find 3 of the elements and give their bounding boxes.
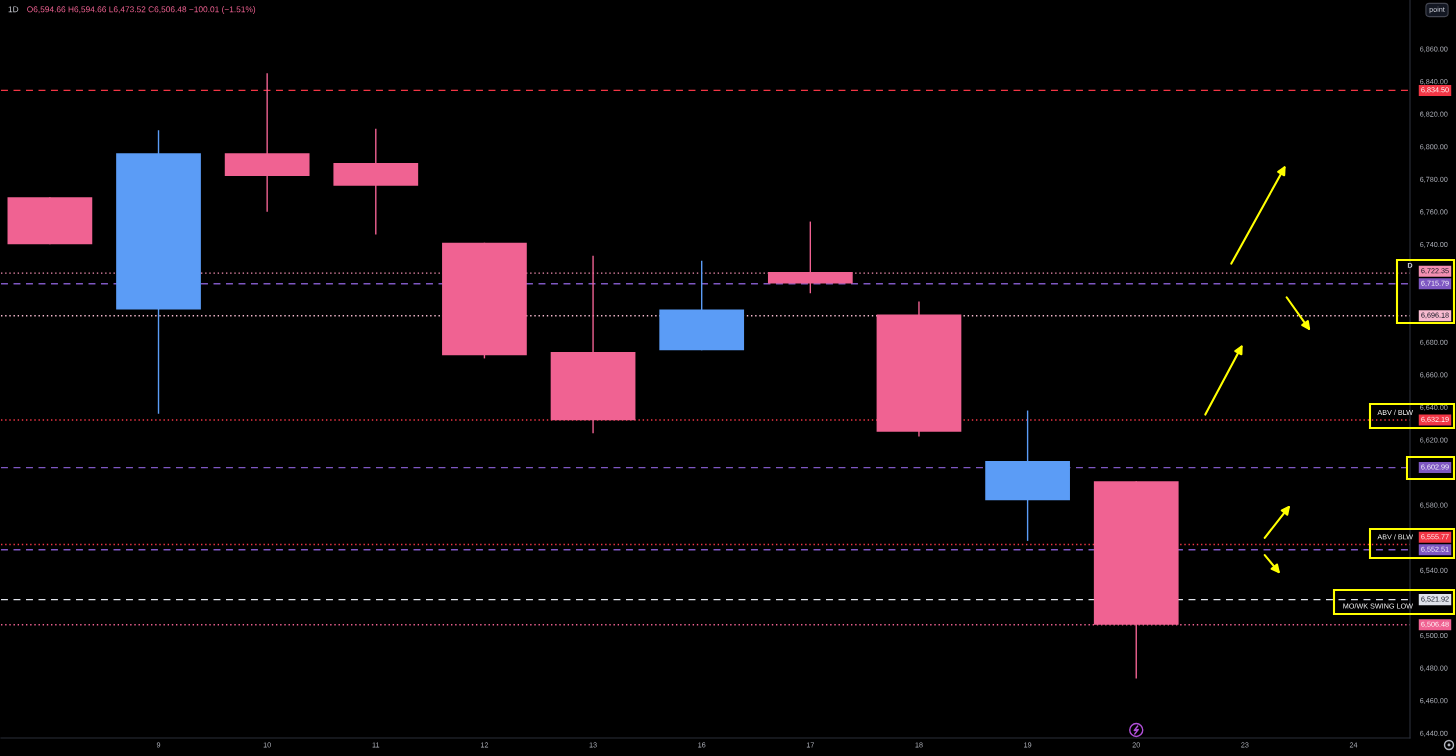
candlestick — [767, 220, 853, 294]
text: O6,594.66 H6,594.66 L6,473.52 C6,506.48 −100.01 (−1.51%) — [27, 6, 256, 14]
text: 1D — [8, 6, 19, 13]
